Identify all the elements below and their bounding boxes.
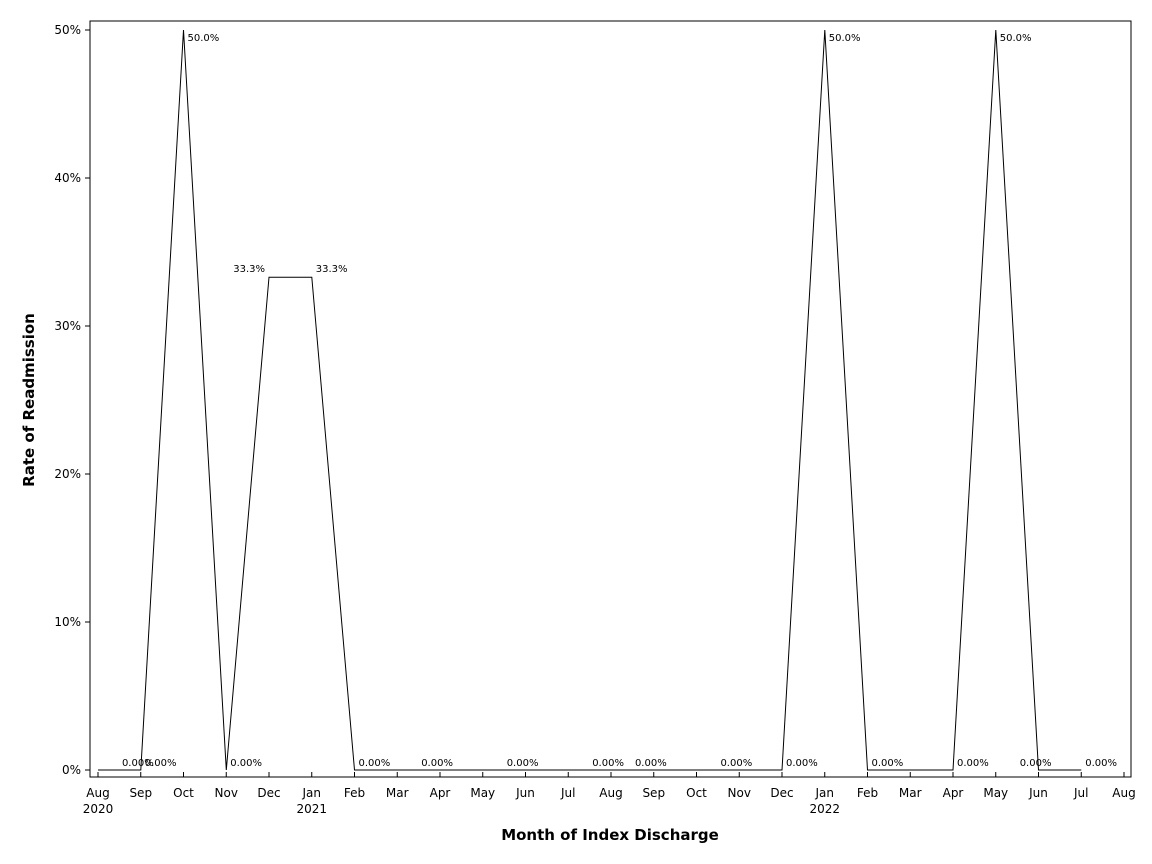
x-tick-label: Mar xyxy=(386,786,409,800)
data-label: 0.00% xyxy=(230,758,262,769)
x-tick-label: Apr xyxy=(943,786,964,800)
data-label: 0.00% xyxy=(957,758,989,769)
y-tick-label: 40% xyxy=(54,171,81,185)
y-tick-label: 50% xyxy=(54,23,81,37)
x-tick-label: May xyxy=(983,786,1008,800)
data-label: 0.00% xyxy=(1020,758,1052,769)
x-tick-label: Dec xyxy=(770,786,793,800)
x-tick-label: May xyxy=(470,786,495,800)
data-label: 33.3% xyxy=(316,264,348,275)
x-tick-label: Apr xyxy=(430,786,451,800)
x-tick-label: Jul xyxy=(560,786,575,800)
y-tick-label: 20% xyxy=(54,467,81,481)
y-tick-label: 30% xyxy=(54,319,81,333)
data-labels: 0.00%0.00%50.0%0.00%33.3% 33.3%0.00% 0.00%… xyxy=(122,33,1117,769)
x-tick-label: Sep xyxy=(129,786,152,800)
x-tick-year-label: 2020 xyxy=(83,802,114,816)
x-tick-label: Dec xyxy=(257,786,280,800)
y-axis-title: Rate of Readmission xyxy=(20,313,38,487)
data-label: 0.00% xyxy=(592,758,624,769)
data-label: 50.0% xyxy=(829,33,861,44)
x-tick-label: Aug xyxy=(86,786,109,800)
x-tick-label: Aug xyxy=(599,786,622,800)
data-label: 0.00% xyxy=(635,758,667,769)
x-axis: Aug 2020 Sep Oct Nov Dec Jan 2021 Feb Mar Apr May Ju… xyxy=(83,772,1136,816)
x-tick-label: Sep xyxy=(642,786,665,800)
data-label: 0.00% xyxy=(786,758,818,769)
data-label: 0.00% xyxy=(720,758,752,769)
x-tick-label: Mar xyxy=(899,786,922,800)
data-label: 0.00% xyxy=(421,758,453,769)
series-line-readmission-rate xyxy=(98,29,1082,771)
y-axis: 0% 10% 20% 30% 40% 50% xyxy=(54,23,90,777)
data-label: 0.00% xyxy=(359,758,391,769)
data-label: 0.00% xyxy=(872,758,904,769)
y-tick-label: 0% xyxy=(62,763,81,777)
x-tick-label: Oct xyxy=(173,786,194,800)
y-tick-label: 10% xyxy=(54,615,81,629)
x-tick-label: Jun xyxy=(1028,786,1048,800)
x-axis-title: Month of Index Discharge xyxy=(501,826,719,844)
data-label: 0.00% xyxy=(145,758,177,769)
x-tick-year-label: 2021 xyxy=(296,802,327,816)
data-label: 0.00% xyxy=(1085,758,1117,769)
data-label: 50.0% xyxy=(1000,33,1032,44)
x-tick-label: Nov xyxy=(215,786,238,800)
data-label: 50.0% xyxy=(188,33,220,44)
x-tick-label: Jan xyxy=(815,786,835,800)
data-label: 0.00% xyxy=(122,758,154,769)
x-tick-label: Feb xyxy=(344,786,365,800)
x-tick-label: Jul xyxy=(1073,786,1088,800)
x-tick-label: Jan xyxy=(302,786,322,800)
x-tick-label: Oct xyxy=(686,786,707,800)
data-label: 33.3% xyxy=(233,264,265,275)
data-label: 0.00% xyxy=(507,758,539,769)
x-tick-label: Jun xyxy=(515,786,535,800)
x-tick-label: Nov xyxy=(728,786,751,800)
x-tick-label: Feb xyxy=(857,786,878,800)
x-tick-label: Aug xyxy=(1112,786,1135,800)
x-tick-year-label: 2022 xyxy=(809,802,840,816)
